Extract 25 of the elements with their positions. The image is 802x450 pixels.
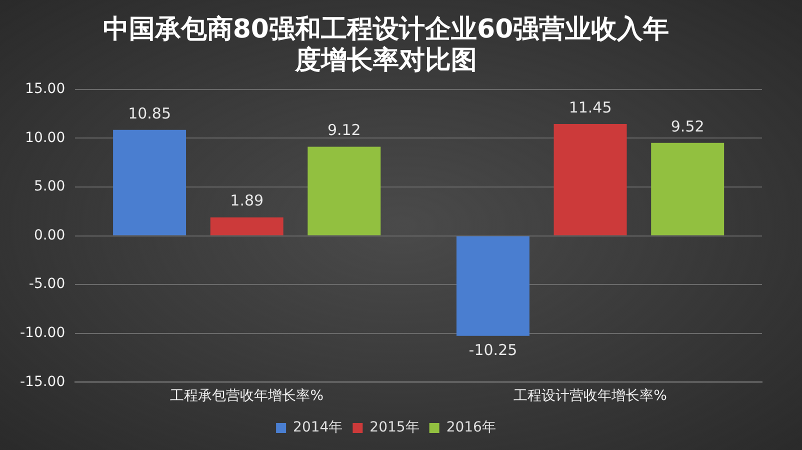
y-tick-label: -10.00 bbox=[20, 325, 66, 342]
bar bbox=[651, 142, 724, 236]
y-tick-label: 10.00 bbox=[25, 130, 66, 146]
y-tick-label: -5.00 bbox=[28, 276, 66, 292]
legend-label: 2014年 bbox=[293, 420, 343, 436]
y-tick-label: 15.00 bbox=[25, 81, 66, 98]
data-label: 10.85 bbox=[128, 104, 172, 122]
bar bbox=[554, 124, 627, 236]
data-label: 11.45 bbox=[568, 98, 612, 116]
data-label: 9.12 bbox=[327, 121, 361, 140]
data-label: 9.52 bbox=[670, 117, 704, 136]
data-label: 1.89 bbox=[230, 192, 264, 210]
y-tick-label: 5.00 bbox=[34, 178, 66, 195]
y-tick-label: -15.00 bbox=[20, 374, 66, 390]
bar bbox=[113, 130, 186, 236]
bar bbox=[308, 146, 381, 236]
legend-label: 2015年 bbox=[370, 420, 420, 436]
chart-title: 中国承包商80强和工程设计企业60强营业收入年度增长率对比图 bbox=[102, 14, 670, 76]
x-tick-label: 工程承包营收年增长率% bbox=[170, 388, 324, 404]
legend-label: 2016年 bbox=[446, 420, 496, 436]
y-tick-label: 0.00 bbox=[34, 227, 66, 244]
bar bbox=[210, 217, 284, 236]
bar bbox=[456, 236, 530, 336]
data-label: -10.25 bbox=[468, 341, 518, 360]
x-tick-label: 工程设计营收年增长率% bbox=[514, 388, 667, 404]
